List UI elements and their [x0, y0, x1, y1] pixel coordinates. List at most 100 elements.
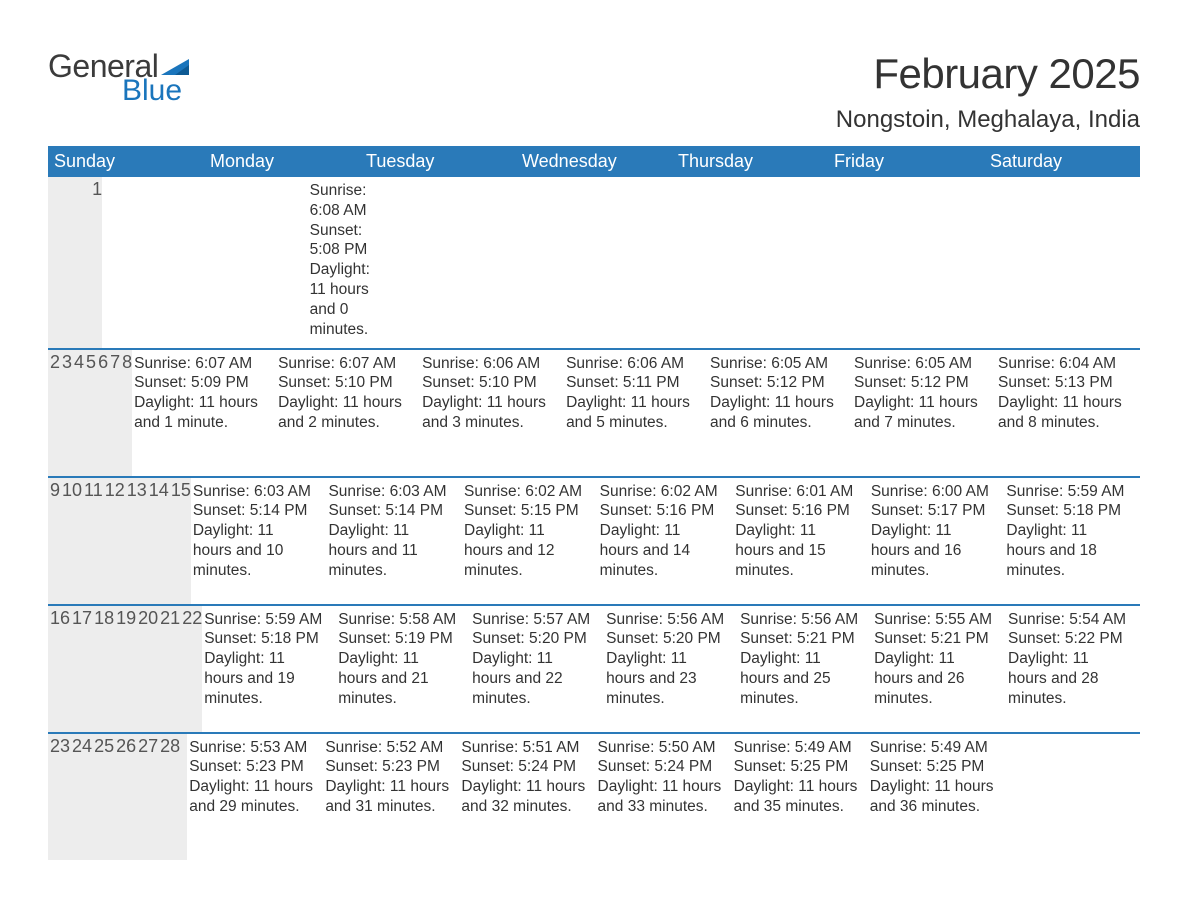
day-number: 12	[103, 478, 125, 604]
day-cell	[136, 177, 170, 348]
weekday-header-sunday: Sunday	[48, 146, 204, 177]
sunrise-line: Sunrise: 6:04 AM	[998, 354, 1130, 374]
weeks-container: 1Sunrise: 6:08 AMSunset: 5:08 PMDaylight…	[48, 177, 1140, 860]
day-number	[62, 177, 69, 348]
sunrise-line: Sunrise: 5:56 AM	[740, 610, 862, 630]
day-content: Sunrise: 5:52 AMSunset: 5:23 PMDaylight:…	[323, 734, 453, 817]
sunrise-line: Sunrise: 6:00 AM	[871, 482, 995, 502]
sunrise-line: Sunrise: 5:59 AM	[1006, 482, 1130, 502]
day-number: 25	[92, 734, 114, 860]
day-number: 27	[136, 734, 158, 860]
daylight-line: Daylight: 11 hours and 6 minutes.	[710, 393, 842, 433]
weekday-header-tuesday: Tuesday	[360, 146, 516, 177]
day-number: 13	[125, 478, 147, 604]
sunset-line: Sunset: 5:25 PM	[734, 757, 858, 777]
sunset-line: Sunset: 5:21 PM	[740, 629, 862, 649]
day-number: 21	[158, 606, 180, 732]
day-cell: Sunrise: 6:06 AMSunset: 5:10 PMDaylight:…	[420, 350, 564, 476]
daylight-line: Daylight: 11 hours and 3 minutes.	[422, 393, 554, 433]
day-content: Sunrise: 6:03 AMSunset: 5:14 PMDaylight:…	[191, 478, 321, 581]
day-cell: Sunrise: 6:02 AMSunset: 5:16 PMDaylight:…	[598, 478, 734, 604]
daylight-line: Daylight: 11 hours and 8 minutes.	[998, 393, 1130, 433]
sunrise-line: Sunrise: 5:51 AM	[461, 738, 585, 758]
day-number: 18	[92, 606, 114, 732]
daylight-line: Daylight: 11 hours and 2 minutes.	[278, 393, 410, 433]
day-number: 20	[136, 606, 158, 732]
sunset-line: Sunset: 5:25 PM	[870, 757, 994, 777]
day-cell: Sunrise: 5:54 AMSunset: 5:22 PMDaylight:…	[1006, 606, 1140, 732]
day-cell	[171, 177, 205, 348]
weekday-header-row: SundayMondayTuesdayWednesdayThursdayFrid…	[48, 146, 1140, 177]
day-number: 19	[114, 606, 136, 732]
day-content: Sunrise: 5:59 AMSunset: 5:18 PMDaylight:…	[202, 606, 330, 709]
daylight-line: Daylight: 11 hours and 31 minutes.	[325, 777, 449, 817]
sunset-line: Sunset: 5:24 PM	[598, 757, 722, 777]
sunset-line: Sunset: 5:24 PM	[461, 757, 585, 777]
day-cell: Sunrise: 6:07 AMSunset: 5:09 PMDaylight:…	[132, 350, 276, 476]
sunrise-line: Sunrise: 6:07 AM	[278, 354, 410, 374]
day-number-band: 16171819202122	[48, 606, 202, 732]
sunrise-line: Sunrise: 5:54 AM	[1008, 610, 1130, 630]
week-row: 1Sunrise: 6:08 AMSunset: 5:08 PMDaylight…	[48, 177, 1140, 348]
week-row: 232425262728 Sunrise: 5:53 AMSunset: 5:2…	[48, 732, 1140, 860]
daylight-line: Daylight: 11 hours and 11 minutes.	[328, 521, 452, 580]
day-cell: Sunrise: 6:05 AMSunset: 5:12 PMDaylight:…	[708, 350, 852, 476]
location-label: Nongstoin, Meghalaya, India	[836, 106, 1140, 134]
daylight-line: Daylight: 11 hours and 7 minutes.	[854, 393, 986, 433]
weekday-header-thursday: Thursday	[672, 146, 828, 177]
day-number: 4	[72, 350, 84, 476]
day-number: 3	[60, 350, 72, 476]
day-content: Sunrise: 5:50 AMSunset: 5:24 PMDaylight:…	[596, 734, 726, 817]
sunrise-line: Sunrise: 6:03 AM	[328, 482, 452, 502]
day-content: Sunrise: 5:57 AMSunset: 5:20 PMDaylight:…	[470, 606, 598, 709]
sunrise-line: Sunrise: 6:01 AM	[735, 482, 859, 502]
sunrise-line: Sunrise: 5:56 AM	[606, 610, 728, 630]
day-cell: Sunrise: 5:55 AMSunset: 5:21 PMDaylight:…	[872, 606, 1006, 732]
day-content: Sunrise: 5:56 AMSunset: 5:20 PMDaylight:…	[604, 606, 732, 709]
day-number: 10	[60, 478, 82, 604]
sunset-line: Sunset: 5:10 PM	[278, 373, 410, 393]
day-cell: Sunrise: 6:08 AMSunset: 5:08 PMDaylight:…	[308, 177, 380, 348]
sunrise-line: Sunrise: 5:58 AM	[338, 610, 460, 630]
day-cell	[205, 177, 239, 348]
day-number	[69, 177, 76, 348]
sunrise-line: Sunrise: 5:53 AM	[189, 738, 313, 758]
weekday-header-monday: Monday	[204, 146, 360, 177]
day-cell: Sunrise: 6:06 AMSunset: 5:11 PMDaylight:…	[564, 350, 708, 476]
sunrise-line: Sunrise: 5:57 AM	[472, 610, 594, 630]
day-cell	[1004, 734, 1140, 860]
daylight-line: Daylight: 11 hours and 1 minute.	[134, 393, 266, 433]
day-number: 28	[158, 734, 180, 860]
daylight-line: Daylight: 11 hours and 14 minutes.	[600, 521, 724, 580]
day-cell: Sunrise: 5:52 AMSunset: 5:23 PMDaylight:…	[323, 734, 459, 860]
sunrise-line: Sunrise: 6:02 AM	[600, 482, 724, 502]
day-content: Sunrise: 6:03 AMSunset: 5:14 PMDaylight:…	[326, 478, 456, 581]
week-row: 16171819202122Sunrise: 5:59 AMSunset: 5:…	[48, 604, 1140, 732]
month-title: February 2025	[836, 50, 1140, 98]
sunrise-line: Sunrise: 5:55 AM	[874, 610, 996, 630]
day-content: Sunrise: 6:08 AMSunset: 5:08 PMDaylight:…	[308, 177, 374, 340]
day-content: Sunrise: 6:06 AMSunset: 5:10 PMDaylight:…	[420, 350, 558, 433]
day-cell: Sunrise: 5:49 AMSunset: 5:25 PMDaylight:…	[868, 734, 1004, 860]
day-number: 17	[70, 606, 92, 732]
day-cell: Sunrise: 5:59 AMSunset: 5:18 PMDaylight:…	[1004, 478, 1140, 604]
day-cell: Sunrise: 5:56 AMSunset: 5:20 PMDaylight:…	[604, 606, 738, 732]
sunrise-line: Sunrise: 5:59 AM	[204, 610, 326, 630]
sunset-line: Sunset: 5:21 PM	[874, 629, 996, 649]
logo-word-blue: Blue	[122, 76, 191, 106]
day-number: 7	[108, 350, 120, 476]
day-cell: Sunrise: 6:03 AMSunset: 5:14 PMDaylight:…	[326, 478, 462, 604]
daylight-line: Daylight: 11 hours and 18 minutes.	[1006, 521, 1130, 580]
daylight-line: Daylight: 11 hours and 32 minutes.	[461, 777, 585, 817]
sunset-line: Sunset: 5:23 PM	[325, 757, 449, 777]
sunset-line: Sunset: 5:12 PM	[710, 373, 842, 393]
day-content: Sunrise: 5:49 AMSunset: 5:25 PMDaylight:…	[868, 734, 998, 817]
daylight-line: Daylight: 11 hours and 35 minutes.	[734, 777, 858, 817]
daylight-line: Daylight: 11 hours and 16 minutes.	[871, 521, 995, 580]
day-content-row: Sunrise: 6:07 AMSunset: 5:09 PMDaylight:…	[132, 350, 1140, 476]
daylight-line: Daylight: 11 hours and 0 minutes.	[310, 260, 370, 339]
week-row: 2345678Sunrise: 6:07 AMSunset: 5:09 PMDa…	[48, 348, 1140, 476]
day-content: Sunrise: 5:58 AMSunset: 5:19 PMDaylight:…	[336, 606, 464, 709]
weekday-header-friday: Friday	[828, 146, 984, 177]
day-content: Sunrise: 6:05 AMSunset: 5:12 PMDaylight:…	[708, 350, 846, 433]
